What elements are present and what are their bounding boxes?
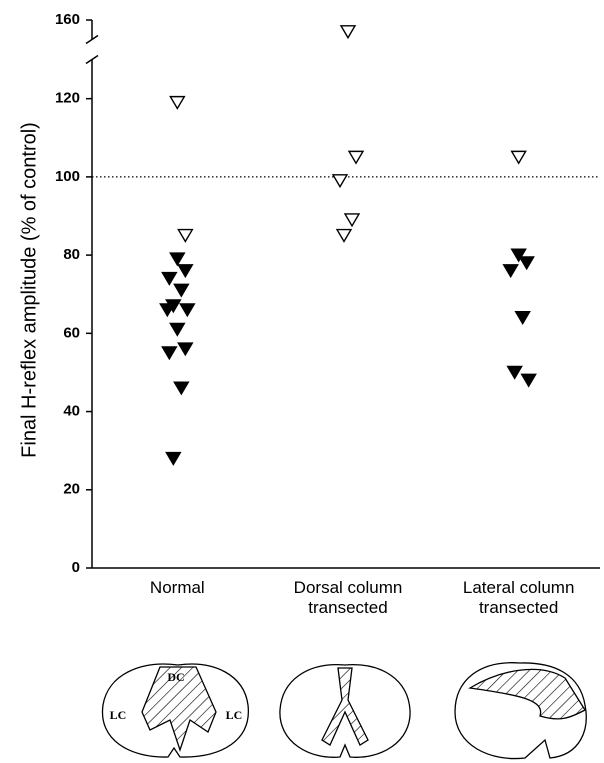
y-tick-label: 60 <box>63 324 80 341</box>
marker <box>333 175 347 187</box>
marker <box>512 151 526 163</box>
y-tick-label: 120 <box>55 90 80 107</box>
marker <box>170 97 184 109</box>
marker <box>180 304 194 316</box>
y-axis-label: Final H-reflex amplitude (% of control) <box>18 122 40 458</box>
diagram-label: LC <box>110 708 127 722</box>
page: Final H-reflex amplitude (% of control) … <box>0 0 604 763</box>
marker <box>178 343 192 355</box>
x-tick-label: Lateral column transected <box>454 578 584 618</box>
x-tick-label: Normal <box>112 578 242 598</box>
marker <box>504 265 518 277</box>
y-tick-label: 160 <box>55 11 80 28</box>
y-tick-label: 20 <box>63 481 80 498</box>
marker <box>174 284 188 296</box>
chart: Final H-reflex amplitude (% of control) … <box>0 0 604 763</box>
marker <box>349 151 363 163</box>
marker <box>170 253 184 265</box>
marker <box>162 273 176 285</box>
marker <box>166 453 180 465</box>
y-tick-label: 80 <box>63 246 80 263</box>
marker <box>345 214 359 226</box>
marker <box>516 312 530 324</box>
y-tick-label: 100 <box>55 168 80 185</box>
marker <box>178 265 192 277</box>
diagram-label: LC <box>226 708 243 722</box>
marker <box>174 382 188 394</box>
marker <box>508 366 522 378</box>
diagram-label: DC <box>167 670 184 684</box>
y-tick-label: 0 <box>72 559 80 576</box>
marker <box>520 257 534 269</box>
marker <box>337 230 351 242</box>
marker <box>522 374 536 386</box>
marker <box>162 347 176 359</box>
marker <box>170 323 184 335</box>
marker <box>341 26 355 38</box>
x-tick-label: Dorsal column transected <box>283 578 413 618</box>
y-tick-label: 40 <box>63 403 80 420</box>
marker <box>178 230 192 242</box>
